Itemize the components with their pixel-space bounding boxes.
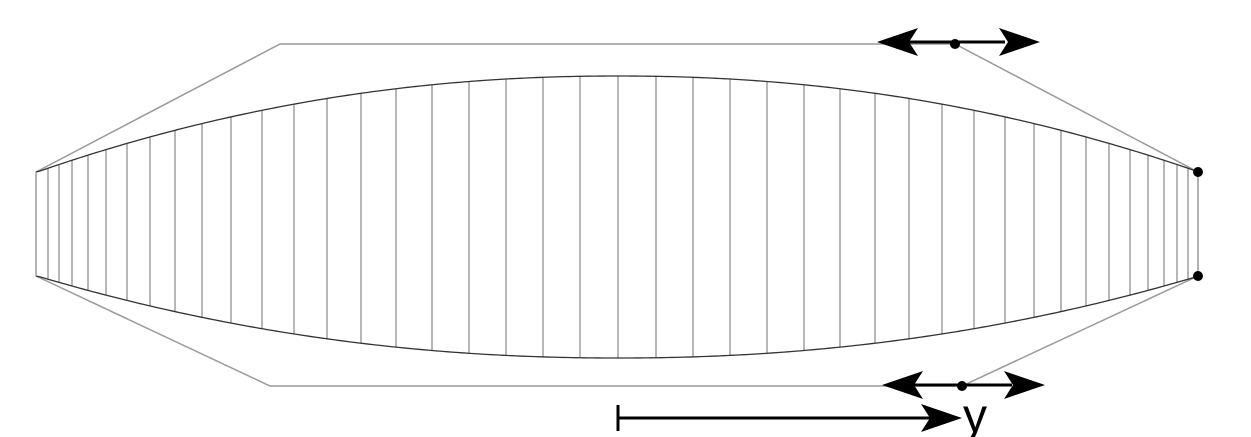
trailing-edge-curve	[35, 275, 1199, 359]
leading-edge-curve	[35, 75, 1199, 173]
y-axis-label: y	[963, 390, 987, 437]
control-point-top-right[interactable]	[1193, 167, 1203, 177]
rib-lines	[47, 76, 1189, 358]
control-polygon-bottom	[35, 275, 1199, 387]
y-axis-arrow-icon	[616, 404, 962, 432]
bottom-handle-double-arrow-icon[interactable]	[882, 371, 1045, 399]
top-handle-double-arrow-icon[interactable]	[877, 28, 1040, 56]
control-point-bottom-right[interactable]	[1193, 271, 1203, 281]
control-polygon-top	[35, 43, 1199, 173]
